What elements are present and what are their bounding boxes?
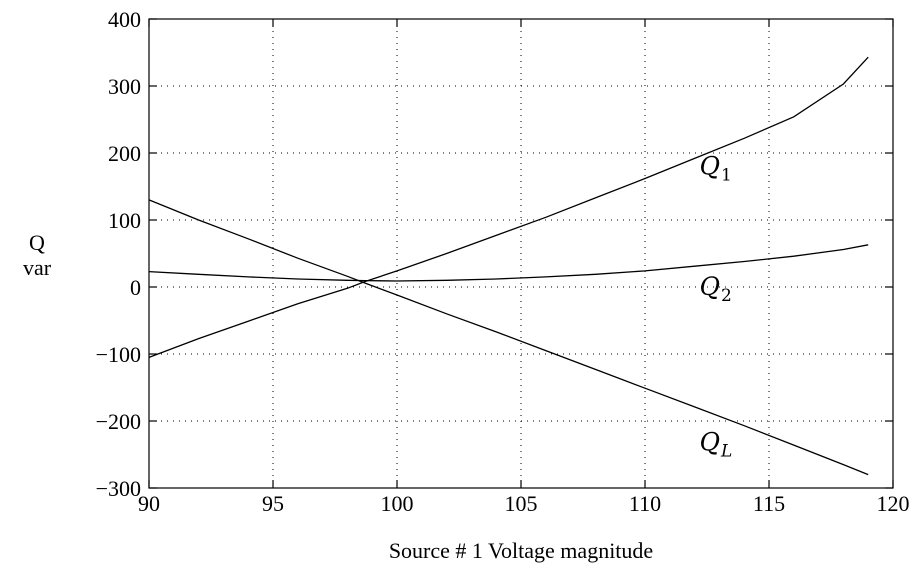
x-tick-label: 105: [505, 491, 538, 516]
x-axis-title: Source # 1 Voltage magnitude: [389, 538, 653, 563]
y-tick-label: 300: [108, 74, 141, 99]
y-tick-label: 400: [108, 7, 141, 32]
x-tick-label: 95: [262, 491, 284, 516]
axis-ticks: [148, 18, 894, 489]
y-tick-label: −300: [96, 476, 141, 501]
x-tick-label: 120: [877, 491, 910, 516]
series-line-1: [148, 56, 869, 359]
series-label-3: QL: [700, 427, 733, 461]
series-line-2: [148, 244, 869, 282]
series-label-2: Q2: [700, 272, 732, 306]
y-axis-unit: var: [23, 255, 52, 280]
y-tick-label: −100: [96, 342, 141, 367]
x-tick-label: 90: [138, 491, 160, 516]
series-labels: Q1 Q2 QL: [700, 151, 733, 461]
grid: [149, 19, 893, 488]
x-tick-label: 115: [753, 491, 785, 516]
series-lines: [148, 56, 869, 476]
y-axis-title: Q: [29, 230, 45, 255]
series-label-1: Q1: [700, 151, 732, 185]
y-tick-label: 0: [130, 275, 141, 300]
y-tick-label: −200: [96, 409, 141, 434]
x-tick-label: 110: [629, 491, 661, 516]
x-tick-label: 100: [381, 491, 414, 516]
y-tick-label: 100: [108, 208, 141, 233]
tick-labels: 90 95 100 105 110 115 120 −300 −200 −100 0 100 200 30…: [96, 7, 910, 516]
y-tick-label: 200: [108, 141, 141, 166]
series-line-3: [148, 199, 869, 476]
